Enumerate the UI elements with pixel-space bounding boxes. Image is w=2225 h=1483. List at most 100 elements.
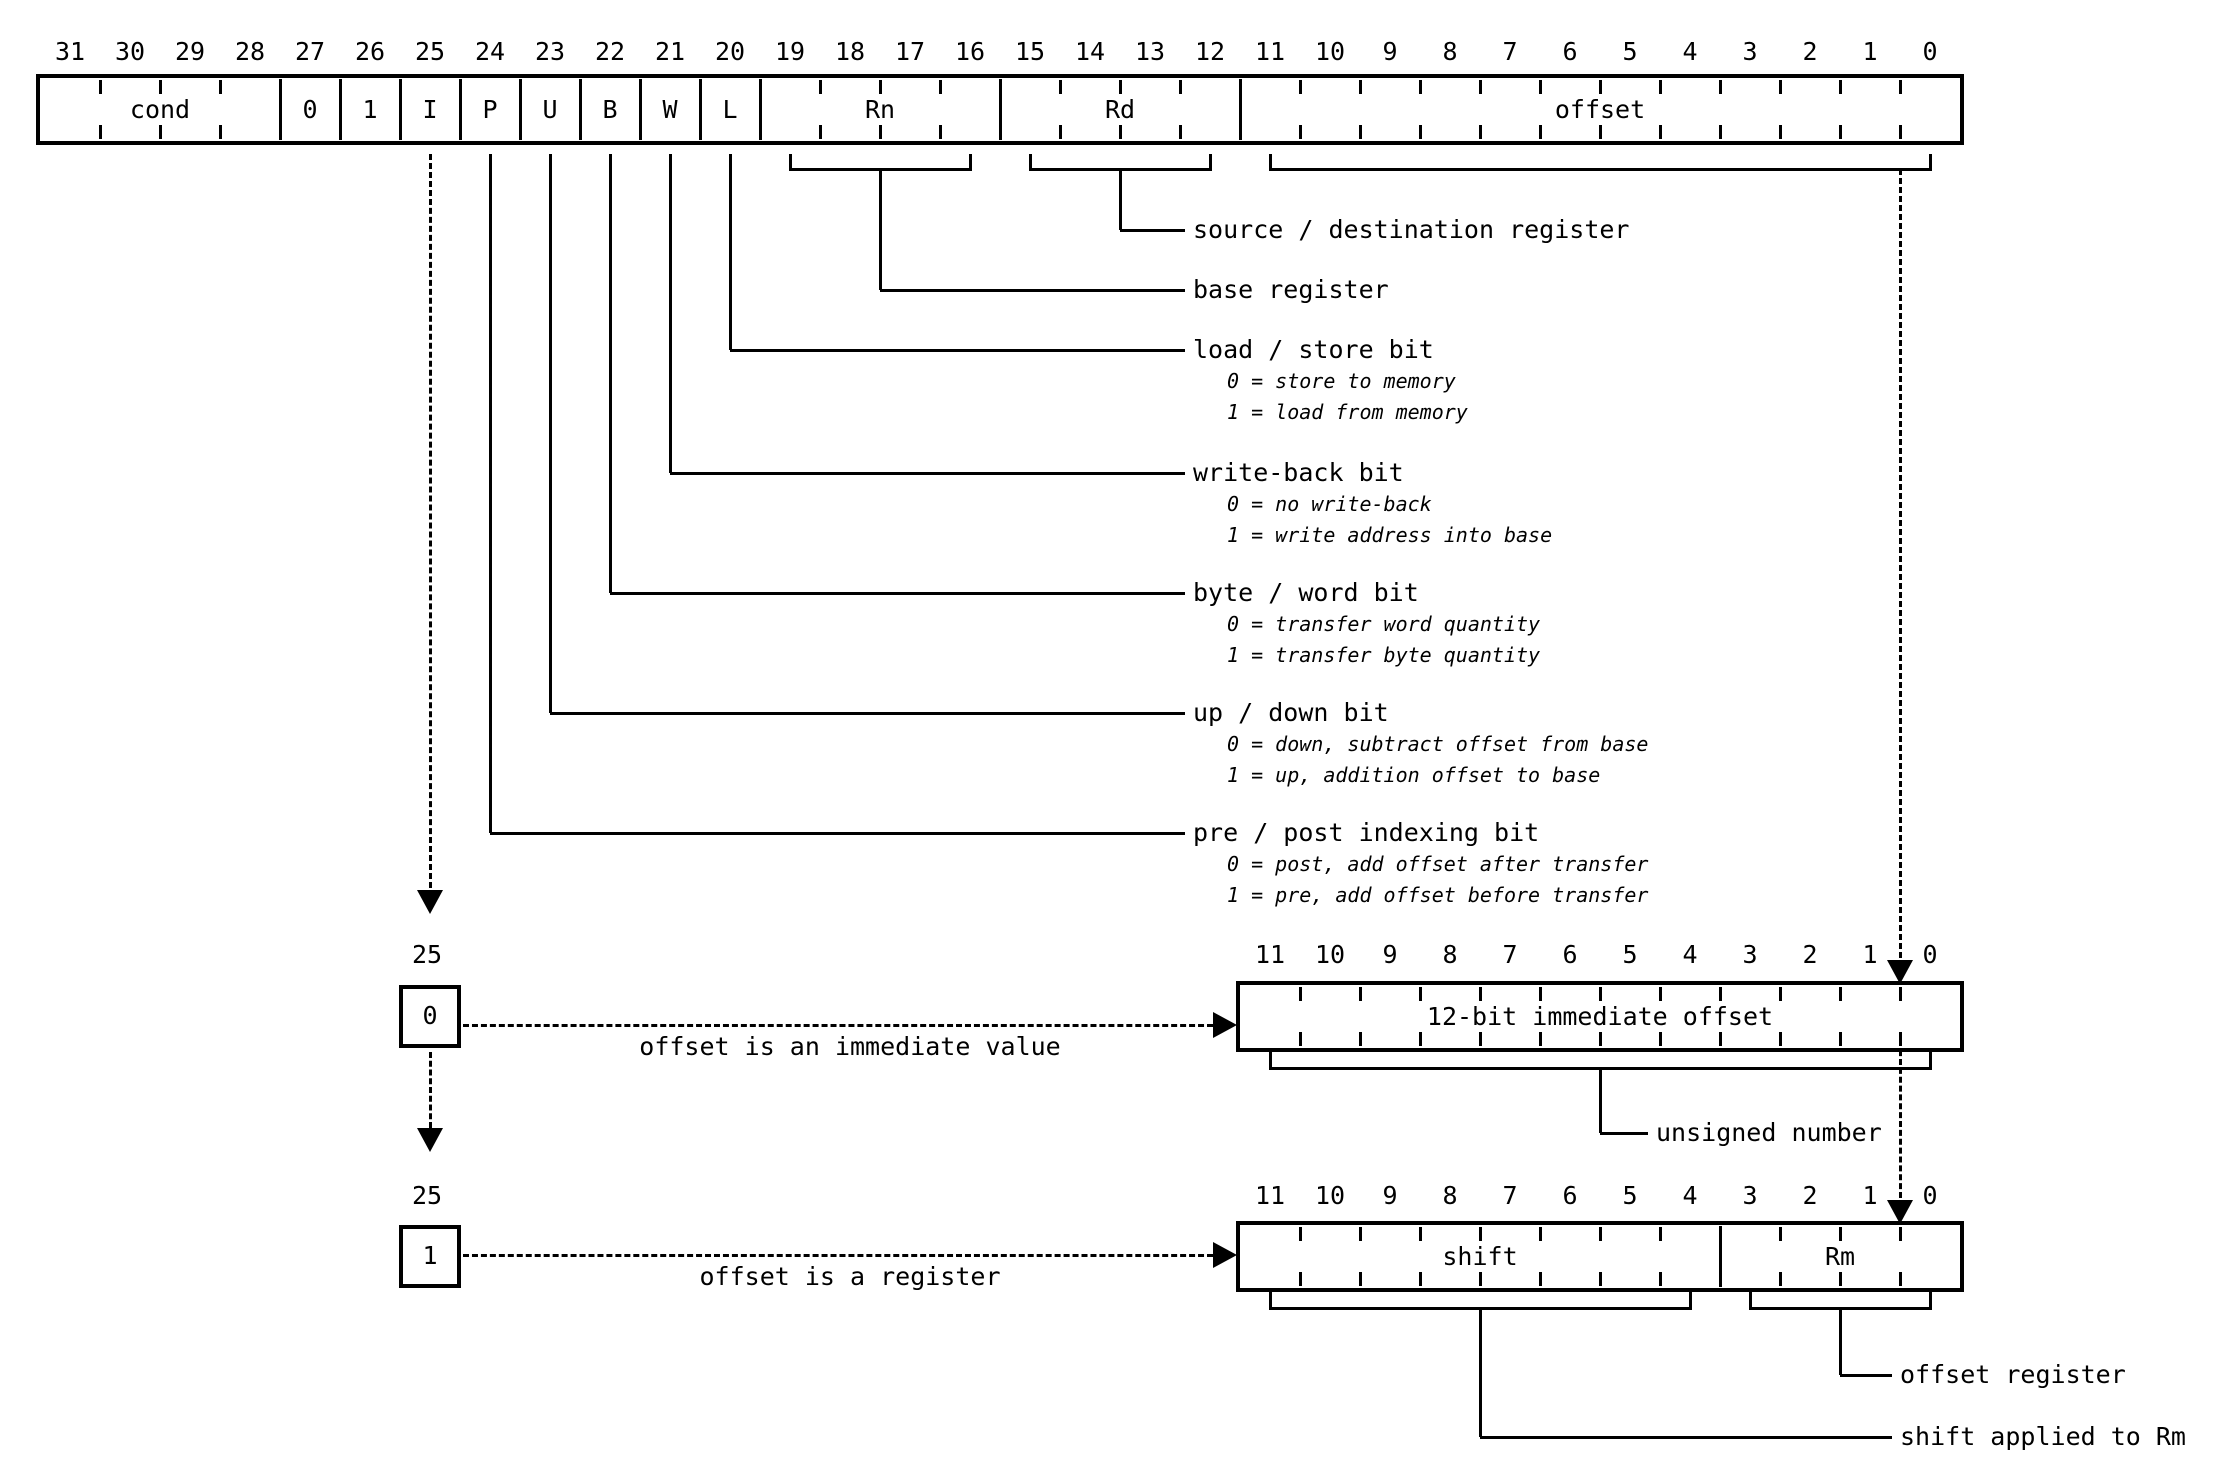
instr-bit-number: 15 <box>1014 37 1046 66</box>
instr-field-const-0: 0 <box>302 94 318 124</box>
instr-tick <box>1478 80 1482 94</box>
instr-bit-number: 5 <box>1622 37 1638 66</box>
imm-field-imm12: 12-bit immediate offset <box>1426 1001 1774 1031</box>
annotation-stem <box>878 169 882 290</box>
instr-bit-number: 12 <box>1194 37 1226 66</box>
instr-tick <box>1178 125 1182 139</box>
i-bit-dashed-drop <box>428 154 432 888</box>
annotation-sub: 0 = post, add offset after transfer <box>1227 852 1649 876</box>
instr-field-separator <box>1238 79 1242 140</box>
annotation-sub: 1 = write address into base <box>1227 523 1553 547</box>
shift-underbrace-tick <box>1688 1291 1692 1308</box>
offset-dashed-drop <box>1898 169 1902 958</box>
register-dashed-arrow <box>463 1253 1213 1257</box>
imm-tick <box>1838 1032 1842 1046</box>
immediate-dashed-arrow <box>463 1023 1213 1027</box>
instr-tick <box>1538 80 1542 94</box>
instr-field-separator <box>998 79 1002 140</box>
instr-field-cond: cond <box>129 94 191 124</box>
instr-field-p-bit: P <box>482 94 498 124</box>
instr-bit-number: 9 <box>1382 37 1398 66</box>
arrow-down-icon <box>417 890 443 914</box>
annotation-sub: 0 = transfer word quantity <box>1227 612 1541 636</box>
instr-bit-number: 23 <box>534 37 566 66</box>
imm-bit-number: 5 <box>1622 940 1638 969</box>
instr-tick <box>1898 80 1902 94</box>
instr-bit-number: 17 <box>894 37 926 66</box>
shreg-tick <box>1358 1272 1362 1286</box>
i-value-0: 0 <box>422 1001 438 1030</box>
shift-underbrace-tick <box>1268 1291 1272 1308</box>
instr-bit-number: 26 <box>354 37 386 66</box>
instr-bit-number: 8 <box>1442 37 1458 66</box>
instr-tick <box>158 125 162 139</box>
shreg-tick <box>1478 1227 1482 1241</box>
instr-tick <box>1418 125 1422 139</box>
immediate-caption: offset is an immediate value <box>639 1032 1061 1061</box>
instr-field-rd: Rd <box>1104 94 1136 124</box>
instr-bit-number: 1 <box>1862 37 1878 66</box>
imm-tick <box>1778 987 1782 1001</box>
imm-tick <box>1898 1032 1902 1046</box>
annotation-sub: 0 = down, subtract offset from base <box>1227 732 1649 756</box>
instr-bit-number: 3 <box>1742 37 1758 66</box>
instr-field-rn: Rn <box>864 94 896 124</box>
unsigned-number-label: unsigned number <box>1656 1118 1882 1147</box>
instr-field-separator <box>458 79 462 140</box>
instr-tick <box>158 80 162 94</box>
instr-tick <box>1778 80 1782 94</box>
shreg-tick <box>1298 1272 1302 1286</box>
instr-tick <box>1838 125 1842 139</box>
imm-bit-number: 2 <box>1802 940 1818 969</box>
instr-bit-number: 19 <box>774 37 806 66</box>
imm-tick <box>1538 1032 1542 1046</box>
instr-bit-number: 29 <box>174 37 206 66</box>
instr-tick <box>1418 80 1422 94</box>
shreg-tick <box>1418 1272 1422 1286</box>
shift-stem <box>1478 1308 1482 1437</box>
instr-field-separator <box>758 79 762 140</box>
rm-underbrace-tick <box>1928 1291 1932 1308</box>
instr-bit-number: 11 <box>1254 37 1286 66</box>
shreg-tick <box>1838 1227 1842 1241</box>
instr-tick <box>1118 80 1122 94</box>
unsigned-stem <box>1598 1068 1602 1133</box>
annotation-sub: 0 = store to memory <box>1227 369 1456 393</box>
instr-tick <box>98 80 102 94</box>
field-underbrace-tick <box>1028 154 1032 169</box>
annotation-leader <box>730 348 1185 352</box>
annotation-stem <box>608 154 612 593</box>
instr-tick <box>1658 125 1662 139</box>
shreg-tick <box>1778 1227 1782 1241</box>
instr-tick <box>938 80 942 94</box>
instr-tick <box>1118 125 1122 139</box>
shreg-field-rm: Rm <box>1824 1241 1856 1271</box>
annotation-sub: 0 = no write-back <box>1227 492 1432 516</box>
shreg-tick <box>1598 1227 1602 1241</box>
imm-tick <box>1538 987 1542 1001</box>
offset-dashed-drop <box>1898 988 1902 1198</box>
instr-field-const-1: 1 <box>362 94 378 124</box>
bit-25-number: 25 <box>411 1181 443 1210</box>
instr-field-separator <box>398 79 402 140</box>
instr-bit-number: 20 <box>714 37 746 66</box>
offset-underbrace-tick <box>1268 154 1272 169</box>
shreg-bit-number: 3 <box>1742 1181 1758 1210</box>
field-underbrace-tick <box>788 154 792 169</box>
shreg-tick <box>1898 1227 1902 1241</box>
imm-tick <box>1658 1032 1662 1046</box>
imm-tick <box>1718 987 1722 1001</box>
instr-tick <box>1778 125 1782 139</box>
annotation-leader <box>880 288 1185 292</box>
instr-tick <box>1598 80 1602 94</box>
shreg-bit-number: 6 <box>1562 1181 1578 1210</box>
imm-bit-number: 8 <box>1442 940 1458 969</box>
i-bit-dashed-drop <box>428 1052 432 1128</box>
imm-bit-number: 0 <box>1922 940 1938 969</box>
instr-field-separator <box>518 79 522 140</box>
instr-bit-number: 24 <box>474 37 506 66</box>
imm-bit-number: 10 <box>1314 940 1346 969</box>
instr-field-i-bit: I <box>422 94 438 124</box>
bit-25-number: 25 <box>411 940 443 969</box>
shreg-bit-number: 5 <box>1622 1181 1638 1210</box>
